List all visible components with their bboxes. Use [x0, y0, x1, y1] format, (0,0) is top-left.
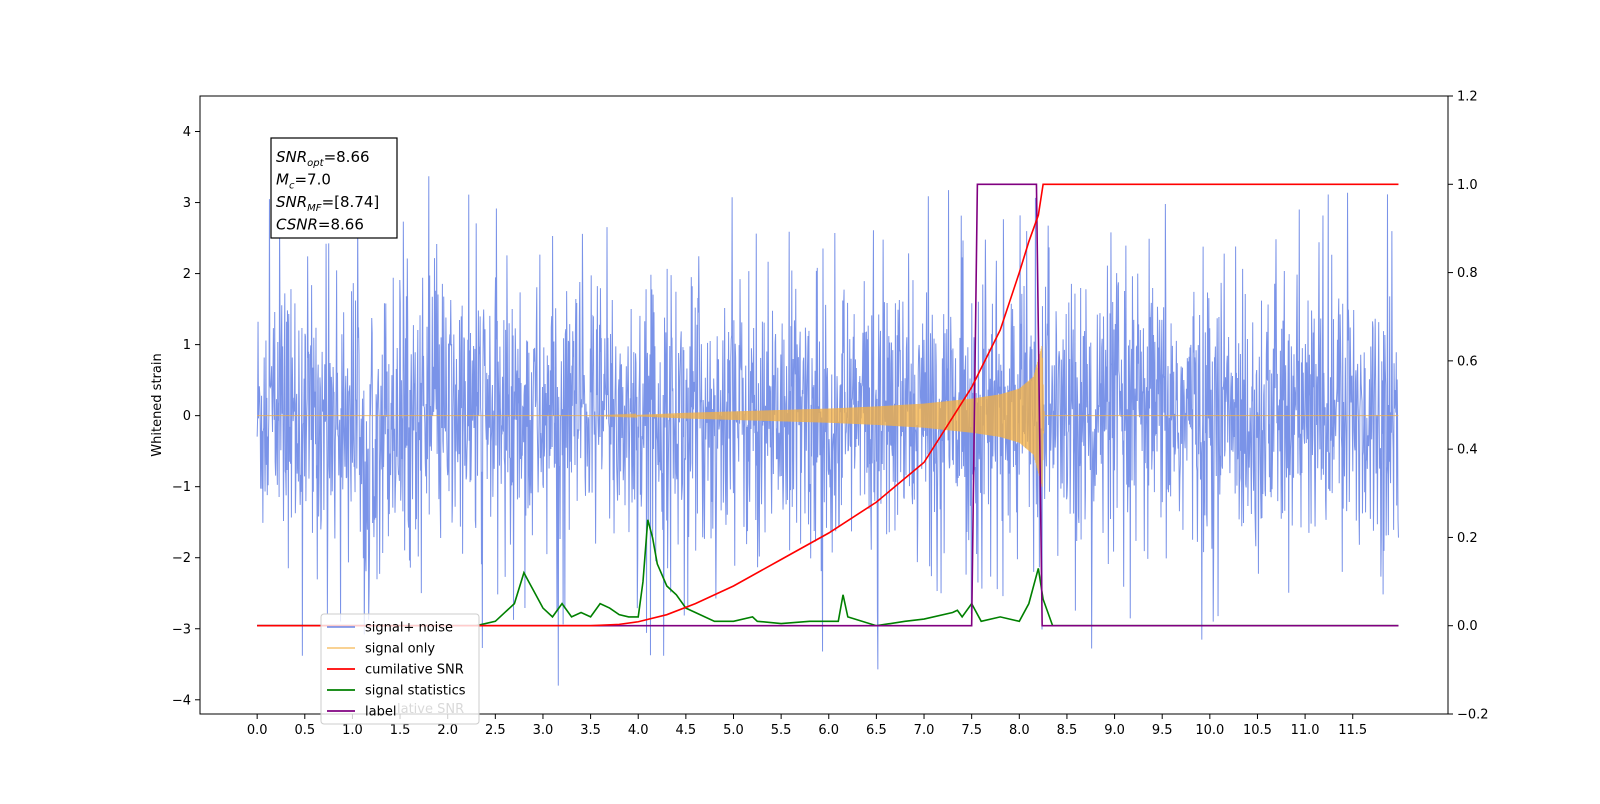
y-left-tick-label: −1	[172, 480, 191, 495]
x-tick-label: 9.0	[1104, 723, 1125, 738]
y-left-tick-label: 0	[183, 409, 191, 424]
y-right-tick-label: 0.2	[1457, 531, 1478, 546]
y-left-tick-label: 4	[183, 125, 191, 140]
y-right-tick-label: 1.0	[1457, 178, 1478, 193]
series-signal-statistics-line	[257, 519, 1399, 627]
series-signal-noise-line	[256, 176, 1399, 686]
x-tick-label: 1.0	[342, 723, 363, 738]
annotation-line: CSNR=8.66	[276, 216, 364, 234]
axes-frame	[199, 95, 1449, 715]
axis-ticks: 0.0 0.5 1.0 1.5 2.0 2.5 3.0 3.5 4.0 4.5 5.0 5.5 6.0 6…	[172, 90, 1489, 739]
x-tick-label: 7.5	[961, 723, 982, 738]
legend-entry-label: signal+ noise	[365, 621, 453, 636]
x-tick-label: 9.5	[1152, 723, 1173, 738]
x-tick-label: 2.0	[437, 723, 458, 738]
legend-overlap-text: lative SNR	[397, 702, 464, 717]
series-signal-only-line	[257, 345, 1399, 487]
x-tick-label: 6.0	[818, 723, 839, 738]
y-left-tick-label: −4	[172, 693, 191, 708]
legend: lative SNR signal+ noise signal only cumila…	[320, 613, 480, 725]
x-tick-label: 0.0	[247, 723, 268, 738]
y-right-tick-label: 0.4	[1457, 443, 1478, 458]
y-right-tick-label: 0.0	[1457, 619, 1478, 634]
x-tick-label: 8.0	[1009, 723, 1030, 738]
legend-entry-label: signal only	[365, 642, 435, 657]
x-tick-label: 10.5	[1243, 723, 1272, 738]
annotation-frame	[270, 137, 398, 239]
x-tick-label: 4.5	[676, 723, 697, 738]
legend-entry-label: label	[365, 705, 396, 720]
x-tick-label: 6.5	[866, 723, 887, 738]
series-cumulative-snr-line	[257, 183, 1399, 627]
x-tick-label: 10.0	[1195, 723, 1224, 738]
plot-area	[256, 176, 1399, 686]
x-tick-label: 11.0	[1291, 723, 1320, 738]
x-tick-label: 11.5	[1338, 723, 1367, 738]
x-tick-label: 2.5	[485, 723, 506, 738]
x-tick-label: 4.0	[628, 723, 649, 738]
y-left-tick-label: 2	[183, 267, 191, 282]
x-tick-label: 3.0	[533, 723, 554, 738]
x-tick-label: 7.0	[914, 723, 935, 738]
y-left-tick-label: 1	[183, 338, 191, 353]
x-tick-label: 0.5	[294, 723, 315, 738]
annotation-line: SNRMF=[8.74]	[276, 193, 379, 214]
x-tick-label: 3.5	[580, 723, 601, 738]
x-tick-label: 8.5	[1057, 723, 1078, 738]
y-right-tick-label: 0.6	[1457, 354, 1478, 369]
legend-entry-label: cumilative SNR	[365, 663, 464, 678]
y-left-tick-label: −3	[172, 622, 191, 637]
y-right-tick-label: 0.8	[1457, 266, 1478, 281]
x-tick-label: 1.5	[390, 723, 411, 738]
y-axis-label: Whitened strain	[150, 353, 165, 456]
x-tick-label: 5.5	[771, 723, 792, 738]
y-left-tick-label: −2	[172, 551, 191, 566]
legend-entry-label: signal statistics	[365, 684, 466, 699]
series-label-line	[257, 183, 1399, 627]
x-tick-label: 5.0	[723, 723, 744, 738]
annotation-line: Mc=7.0	[276, 171, 331, 192]
y-right-tick-label: −0.2	[1457, 708, 1489, 723]
y-left-tick-label: 3	[183, 196, 191, 211]
y-right-tick-label: 1.2	[1457, 90, 1478, 105]
annotation-line: SNRopt=8.66	[276, 148, 370, 169]
legend-frame	[320, 613, 480, 725]
